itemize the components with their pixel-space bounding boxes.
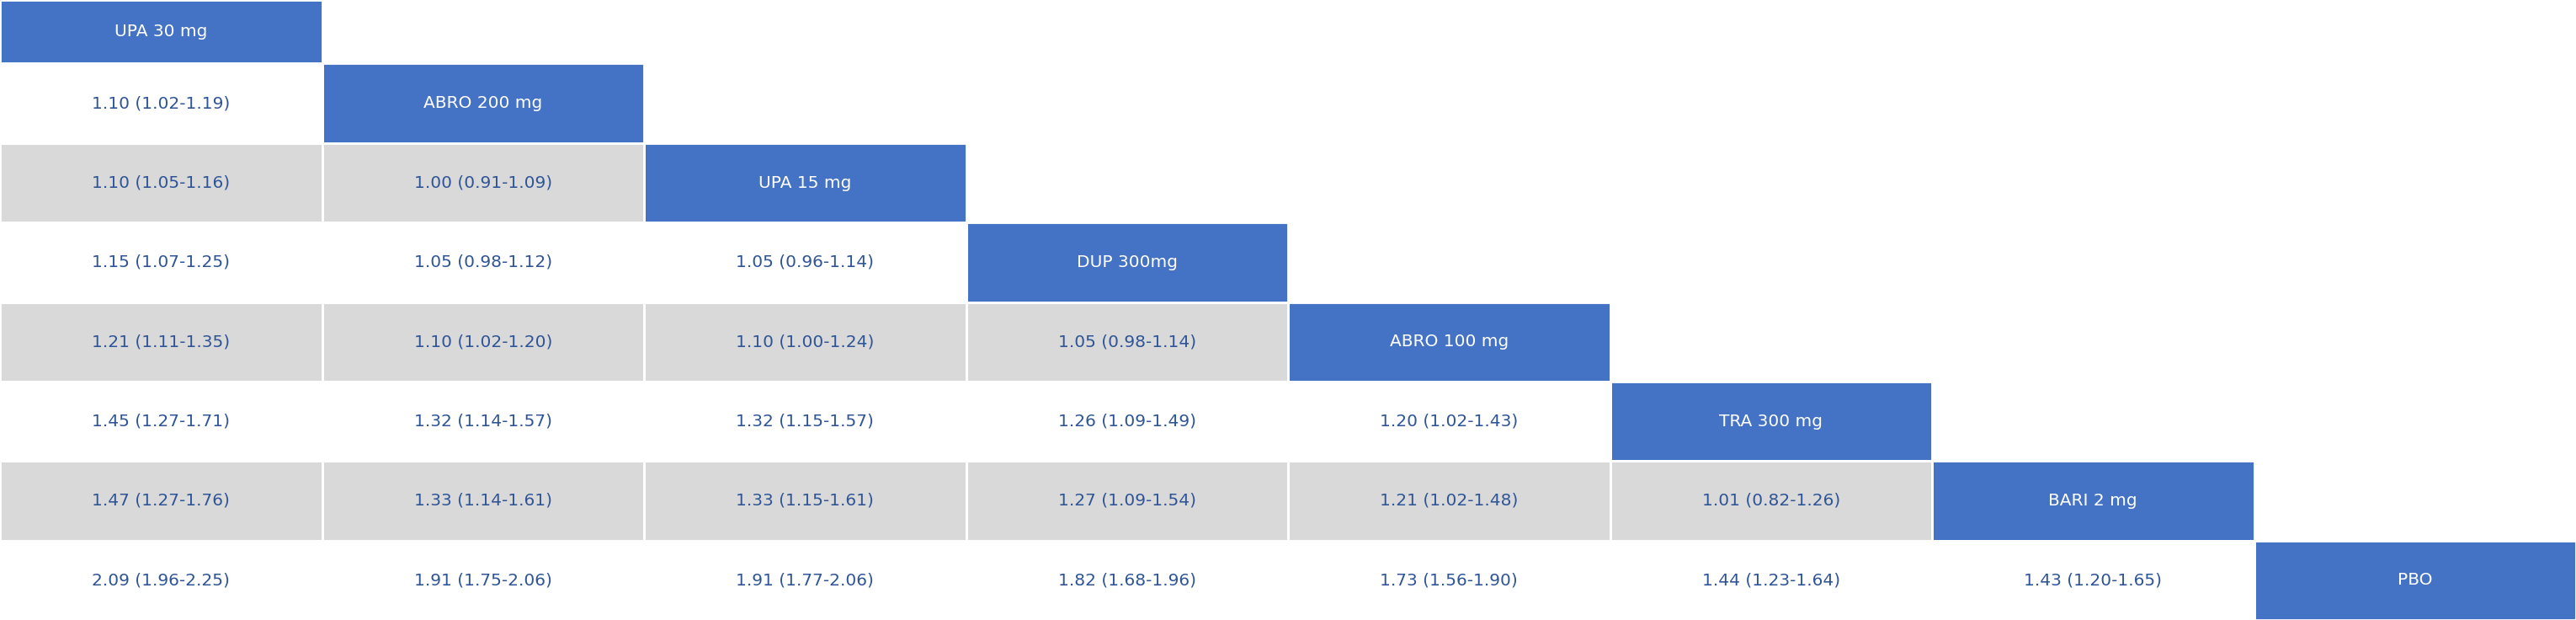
Text: 1.91 (1.77-2.06): 1.91 (1.77-2.06): [737, 572, 873, 588]
Bar: [1610, 461, 1932, 541]
Text: BARI 2 mg: BARI 2 mg: [2048, 493, 2138, 509]
Bar: [966, 461, 1288, 541]
Bar: [0, 381, 322, 461]
Text: 1.33 (1.14-1.61): 1.33 (1.14-1.61): [415, 493, 551, 509]
Bar: [0, 143, 322, 223]
Bar: [322, 64, 644, 143]
Bar: [0, 223, 322, 302]
Text: 1.26 (1.09-1.49): 1.26 (1.09-1.49): [1059, 414, 1195, 429]
Text: 1.10 (1.02-1.20): 1.10 (1.02-1.20): [415, 334, 551, 350]
Bar: [1610, 381, 1932, 461]
Text: 1.15 (1.07-1.25): 1.15 (1.07-1.25): [93, 254, 229, 270]
Text: 1.45 (1.27-1.71): 1.45 (1.27-1.71): [93, 414, 229, 429]
Text: 1.27 (1.09-1.54): 1.27 (1.09-1.54): [1059, 493, 1195, 509]
Bar: [0, 541, 322, 620]
Bar: [1932, 461, 2254, 541]
Text: DUP 300mg: DUP 300mg: [1077, 254, 1177, 270]
Text: 1.32 (1.14-1.57): 1.32 (1.14-1.57): [415, 414, 551, 429]
Bar: [966, 302, 1288, 381]
Text: 1.73 (1.56-1.90): 1.73 (1.56-1.90): [1381, 572, 1517, 588]
Bar: [1288, 381, 1610, 461]
Text: 1.05 (0.98-1.12): 1.05 (0.98-1.12): [415, 254, 551, 270]
Bar: [1288, 302, 1610, 381]
Text: ABRO 200 mg: ABRO 200 mg: [422, 95, 544, 112]
Bar: [644, 223, 966, 302]
Text: 1.82 (1.68-1.96): 1.82 (1.68-1.96): [1059, 572, 1195, 588]
Bar: [0, 461, 322, 541]
Bar: [0, 302, 322, 381]
Bar: [2254, 541, 2576, 620]
Text: 1.47 (1.27-1.76): 1.47 (1.27-1.76): [93, 493, 229, 509]
Text: 1.10 (1.02-1.19): 1.10 (1.02-1.19): [93, 95, 229, 112]
Bar: [644, 302, 966, 381]
Text: PBO: PBO: [2398, 572, 2432, 588]
Text: 1.20 (1.02-1.43): 1.20 (1.02-1.43): [1381, 414, 1517, 429]
Bar: [1932, 541, 2254, 620]
Bar: [322, 223, 644, 302]
Text: 1.32 (1.15-1.57): 1.32 (1.15-1.57): [737, 414, 873, 429]
Text: 1.10 (1.05-1.16): 1.10 (1.05-1.16): [93, 175, 229, 191]
Text: ABRO 100 mg: ABRO 100 mg: [1388, 334, 1510, 350]
Text: UPA 30 mg: UPA 30 mg: [113, 24, 209, 40]
Text: TRA 300 mg: TRA 300 mg: [1718, 414, 1824, 429]
Bar: [1288, 461, 1610, 541]
Bar: [644, 143, 966, 223]
Bar: [644, 541, 966, 620]
Text: UPA 15 mg: UPA 15 mg: [757, 175, 853, 191]
Text: 1.01 (0.82-1.26): 1.01 (0.82-1.26): [1703, 493, 1839, 509]
Text: 1.33 (1.15-1.61): 1.33 (1.15-1.61): [737, 493, 873, 509]
Bar: [322, 541, 644, 620]
Text: 1.00 (0.91-1.09): 1.00 (0.91-1.09): [415, 175, 551, 191]
Bar: [322, 302, 644, 381]
Text: 1.44 (1.23-1.64): 1.44 (1.23-1.64): [1703, 572, 1839, 588]
Text: 1.05 (0.98-1.14): 1.05 (0.98-1.14): [1059, 334, 1195, 350]
Text: 1.10 (1.00-1.24): 1.10 (1.00-1.24): [737, 334, 873, 350]
Bar: [966, 541, 1288, 620]
Text: 1.91 (1.75-2.06): 1.91 (1.75-2.06): [415, 572, 551, 588]
Bar: [966, 223, 1288, 302]
Text: 1.05 (0.96-1.14): 1.05 (0.96-1.14): [737, 254, 873, 270]
Bar: [0, 64, 322, 143]
Bar: [1610, 541, 1932, 620]
Text: 1.43 (1.20-1.65): 1.43 (1.20-1.65): [2025, 572, 2161, 588]
Bar: [322, 381, 644, 461]
Bar: [322, 461, 644, 541]
Text: 1.21 (1.11-1.35): 1.21 (1.11-1.35): [93, 334, 229, 350]
Bar: [966, 381, 1288, 461]
Bar: [322, 143, 644, 223]
Bar: [644, 461, 966, 541]
Bar: [644, 381, 966, 461]
Text: 1.21 (1.02-1.48): 1.21 (1.02-1.48): [1381, 493, 1517, 509]
Bar: [0, 0, 322, 64]
Text: 2.09 (1.96-2.25): 2.09 (1.96-2.25): [93, 572, 229, 588]
Bar: [1288, 541, 1610, 620]
